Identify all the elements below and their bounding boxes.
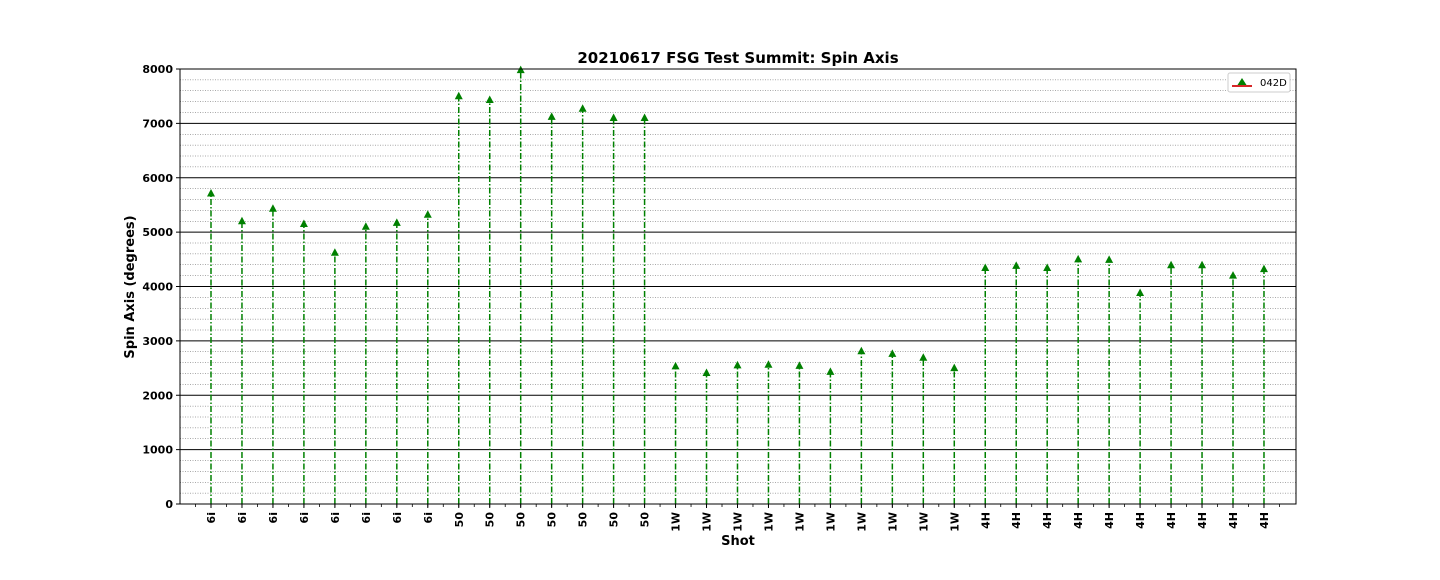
x-tick-label: 4H xyxy=(1227,512,1240,529)
data-point xyxy=(1074,254,1083,263)
data-point xyxy=(1012,261,1021,269)
x-tick-label: 4H xyxy=(1010,512,1023,529)
x-tick-label: 4H xyxy=(1103,512,1116,529)
x-tick-label: 6i xyxy=(267,512,280,523)
data-point xyxy=(1043,263,1052,272)
x-tick-label: 1W xyxy=(701,512,714,532)
data-point xyxy=(423,210,432,218)
data-point xyxy=(1259,264,1268,273)
x-tick-label: 1W xyxy=(824,512,837,532)
x-tick-label: 4H xyxy=(1258,512,1271,529)
y-tick-label: 0 xyxy=(165,498,173,511)
data-point xyxy=(795,361,804,369)
data-point xyxy=(640,113,649,121)
x-tick-label: 50 xyxy=(639,512,652,528)
data-point xyxy=(578,104,587,112)
x-tick-label: 50 xyxy=(546,512,559,528)
legend: 042D xyxy=(1227,72,1291,93)
y-tick-label: 3000 xyxy=(142,335,173,348)
x-tick-label: 50 xyxy=(453,512,466,528)
data-point xyxy=(671,361,680,370)
x-tick-label: 1W xyxy=(793,512,806,532)
data-point xyxy=(826,367,835,375)
grid-layer xyxy=(180,68,1296,505)
data-point xyxy=(330,248,339,256)
data-point xyxy=(919,353,928,361)
data-point xyxy=(454,91,463,100)
x-tick-label: 1W xyxy=(855,512,868,532)
x-tick-label: 50 xyxy=(515,512,528,528)
x-tick-label: 4H xyxy=(1072,512,1085,529)
legend-entry-042D: 042D xyxy=(1260,78,1287,89)
data-point xyxy=(733,360,742,369)
x-tick-label: 1W xyxy=(762,512,775,532)
data-point xyxy=(1229,271,1238,279)
x-tick-label: 6i xyxy=(329,512,342,523)
y-tick-label: 6000 xyxy=(142,172,173,185)
marker-layer xyxy=(207,65,1268,376)
chart-title: 20210617 FSG Test Summit: Spin Axis xyxy=(577,49,898,67)
data-point xyxy=(609,113,618,121)
x-tick-label: 1W xyxy=(731,512,744,532)
x-tick-label: 6i xyxy=(236,512,249,523)
data-point xyxy=(547,112,556,120)
x-tick-label: 6i xyxy=(391,512,404,523)
data-point xyxy=(299,219,308,227)
x-tick-label: 1W xyxy=(948,512,961,532)
x-tick-label: 50 xyxy=(577,512,590,528)
y-tick-label: 1000 xyxy=(142,444,173,457)
data-point xyxy=(1198,260,1207,269)
x-tick-label: 4H xyxy=(1134,512,1147,529)
x-tick-label: 1W xyxy=(670,512,683,532)
data-point xyxy=(1105,255,1114,263)
y-tick-label: 8000 xyxy=(142,63,173,76)
data-point xyxy=(237,216,246,225)
x-tick-label: 6i xyxy=(360,512,373,523)
x-tick-label: 50 xyxy=(484,512,497,528)
data-point xyxy=(1167,260,1176,269)
x-tick-label: 4H xyxy=(979,512,992,529)
y-tick-label: 5000 xyxy=(142,226,173,239)
x-tick-label: 6i xyxy=(298,512,311,523)
data-point xyxy=(361,222,370,230)
data-point xyxy=(268,204,277,212)
x-tick-label: 4H xyxy=(1041,512,1054,529)
x-tick-label: 4H xyxy=(1196,512,1209,529)
data-point xyxy=(857,346,866,355)
data-point xyxy=(207,189,215,197)
y-tick-label: 4000 xyxy=(142,281,173,294)
x-tick-label: 1W xyxy=(886,512,899,532)
y-axis-label: Spin Axis (degrees) xyxy=(123,215,138,358)
legend-marker-icon xyxy=(1237,78,1247,85)
x-tick-label: 4H xyxy=(1165,512,1178,529)
y-tick-label: 2000 xyxy=(142,389,173,402)
x-tick-label: 6i xyxy=(422,512,435,523)
x-tick-label: 50 xyxy=(608,512,621,528)
data-point xyxy=(1136,288,1145,297)
data-point xyxy=(888,349,897,357)
x-axis-label: Shot xyxy=(721,534,755,549)
data-point xyxy=(950,363,959,372)
x-tick-label: 6i xyxy=(205,512,218,523)
axis-layer: 0 1000 2000 3000 4000 5000 6000 7000 8000 6i 6i 6i 6… xyxy=(142,63,1297,532)
data-point xyxy=(702,368,711,376)
data-point xyxy=(485,95,494,103)
data-point xyxy=(764,360,773,368)
legend-box xyxy=(1227,72,1291,93)
data-point xyxy=(981,263,990,272)
stem-layer xyxy=(210,70,1265,504)
data-point xyxy=(392,218,401,226)
y-tick-label: 7000 xyxy=(142,117,173,130)
x-tick-label: 1W xyxy=(917,512,930,532)
